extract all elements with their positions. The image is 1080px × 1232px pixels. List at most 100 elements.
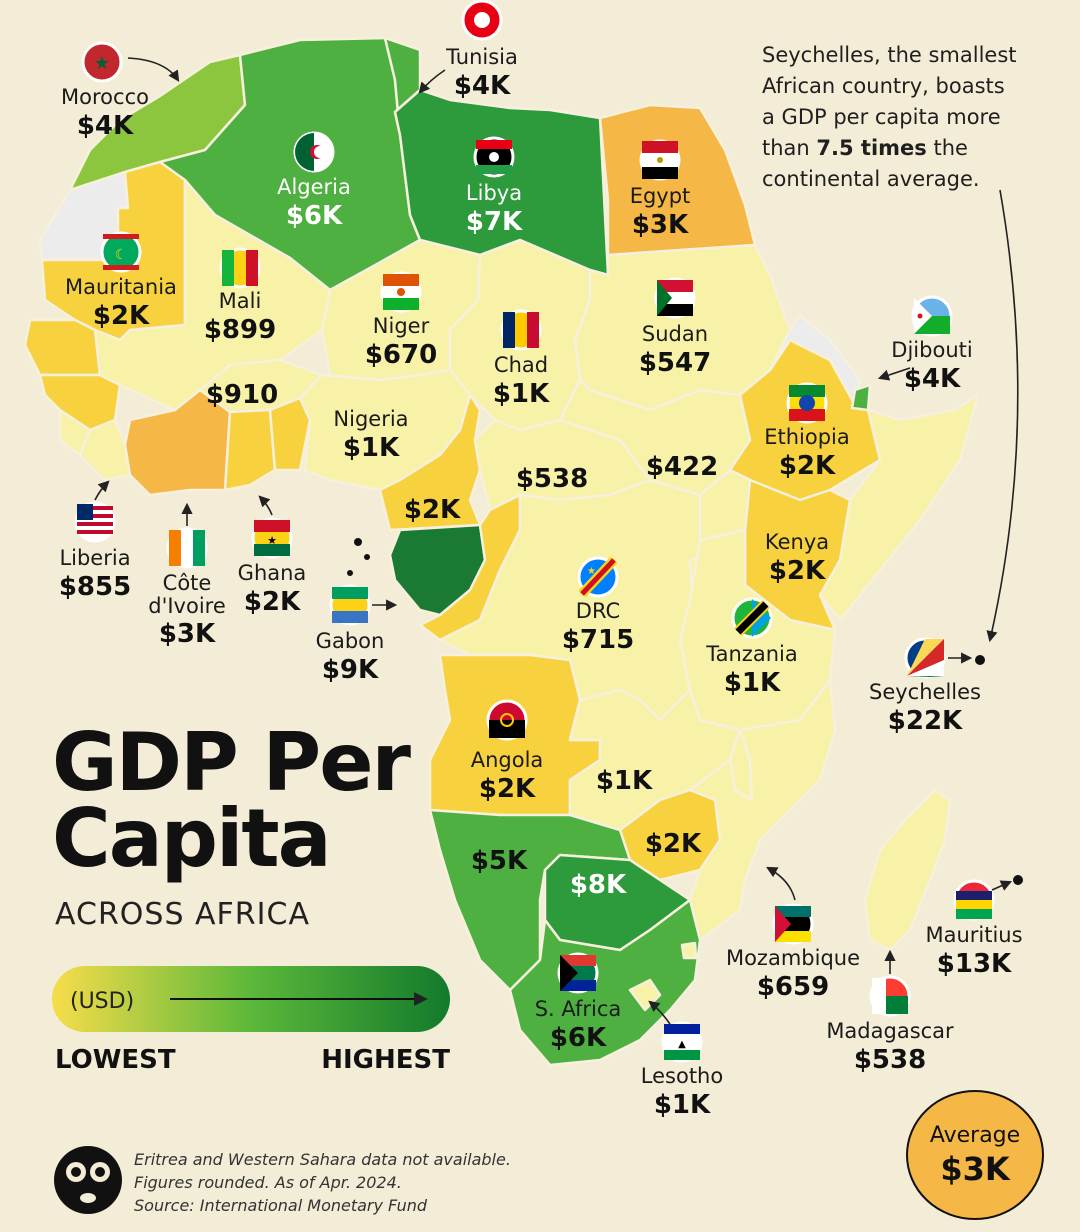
island-cape-verde-1 bbox=[354, 538, 362, 546]
label-egypt-value: $3K bbox=[632, 210, 689, 240]
djibouti-flag-icon bbox=[911, 295, 953, 337]
egypt-flag-icon bbox=[639, 139, 681, 181]
label-south-sudan-value: $422 bbox=[646, 452, 718, 482]
label-cote-divoire-name-2: d'Ivoire bbox=[148, 594, 226, 618]
arrow-liberia bbox=[94, 480, 110, 501]
label-nigeria-value: $1K bbox=[343, 433, 400, 463]
label-angola-name: Angola bbox=[471, 748, 544, 772]
ghana-flag-icon: ★ bbox=[251, 517, 293, 559]
label-burkina-value: $910 bbox=[206, 380, 278, 410]
country-senegal bbox=[23, 318, 102, 377]
gabon-flag-icon bbox=[329, 584, 371, 626]
svg-text:★: ★ bbox=[587, 566, 596, 577]
lesotho-flag-icon: ▲ bbox=[661, 1021, 703, 1063]
country-ghana bbox=[223, 408, 277, 492]
label-djibouti-value: $4K bbox=[904, 364, 961, 394]
country-eswatini bbox=[680, 941, 698, 960]
average-badge: Average $3K bbox=[906, 1090, 1044, 1220]
average-label: Average bbox=[930, 1123, 1020, 1148]
label-south-africa-name: S. Africa bbox=[535, 997, 622, 1021]
country-cameroon bbox=[378, 393, 482, 532]
label-cameroon-value: $2K bbox=[404, 495, 461, 525]
svg-text:★: ★ bbox=[267, 534, 277, 547]
label-seychelles-value: $22K bbox=[888, 706, 963, 736]
morocco-flag-icon: ★ bbox=[81, 41, 123, 83]
south-africa-flag-icon bbox=[557, 952, 599, 994]
arrow-seychelles-note bbox=[986, 189, 1019, 643]
label-ethiopia-name: Ethiopia bbox=[764, 425, 850, 449]
svg-text:▲: ▲ bbox=[678, 1039, 686, 1050]
title-subtitle: ACROSS AFRICA bbox=[55, 897, 310, 932]
publisher-logo-icon bbox=[54, 1146, 122, 1214]
label-angola-value: $2K bbox=[479, 774, 536, 804]
label-lesotho-value: $1K bbox=[654, 1090, 711, 1120]
mozambique-flag-icon bbox=[772, 903, 814, 945]
label-egypt-name: Egypt bbox=[630, 184, 691, 208]
liberia-flag-icon bbox=[74, 501, 116, 543]
label-libya-value: $7K bbox=[466, 207, 523, 237]
seychelles-note: Seychelles, the smallest African country… bbox=[762, 43, 1017, 191]
flags: ★ ☾ ★ ★ ▲ bbox=[74, 0, 995, 1063]
label-botswana-value: $8K bbox=[570, 870, 627, 900]
country-labels: Morocco $4K Tunisia $4K Algeria $6K Liby… bbox=[59, 45, 1023, 1120]
footer-line-1: Eritrea and Western Sahara data not avai… bbox=[134, 1150, 511, 1169]
sudan-flag-icon bbox=[654, 277, 696, 319]
label-tanzania-name: Tanzania bbox=[705, 642, 797, 666]
pointer-arrows bbox=[94, 57, 1019, 1025]
label-mali-value: $899 bbox=[204, 315, 276, 345]
label-mali-name: Mali bbox=[219, 289, 262, 313]
label-chad-value: $1K bbox=[493, 379, 550, 409]
mauritania-flag-icon: ☾ bbox=[100, 231, 142, 273]
arrow-ghana bbox=[258, 495, 273, 516]
mauritius-flag-icon bbox=[953, 879, 995, 921]
label-seychelles-name: Seychelles bbox=[869, 680, 981, 704]
legend-high: HIGHEST bbox=[321, 1045, 450, 1075]
footer-line-3: Source: International Monetary Fund bbox=[134, 1196, 428, 1215]
note-line-4-pre: than bbox=[762, 136, 816, 160]
label-lesotho-name: Lesotho bbox=[641, 1064, 723, 1088]
tunisia-flag-icon bbox=[461, 0, 503, 41]
svg-text:★: ★ bbox=[94, 53, 110, 74]
label-tunisia-name: Tunisia bbox=[445, 45, 518, 69]
label-south-africa-value: $6K bbox=[550, 1023, 607, 1053]
label-liberia-value: $855 bbox=[59, 572, 131, 602]
country-seychelles-dot bbox=[975, 655, 985, 665]
country-togo-benin bbox=[268, 396, 312, 472]
country-mauritius-dot bbox=[1013, 875, 1023, 885]
libya-flag-icon bbox=[473, 136, 515, 178]
label-cote-divoire-value: $3K bbox=[159, 619, 216, 649]
algeria-flag-icon bbox=[293, 131, 335, 173]
ethiopia-flag-icon bbox=[786, 382, 828, 424]
country-eritrea bbox=[768, 313, 862, 407]
note-line-2: African country, boasts bbox=[762, 74, 1005, 98]
note-line-4-bold: 7.5 times bbox=[816, 136, 926, 160]
title-line-1: GDP Per bbox=[52, 716, 411, 809]
note-line-1: Seychelles, the smallest bbox=[762, 43, 1017, 67]
arrow-djibouti bbox=[877, 367, 911, 381]
label-madagascar-name: Madagascar bbox=[826, 1019, 954, 1043]
label-mozambique-name: Mozambique bbox=[726, 946, 860, 970]
label-car-value: $538 bbox=[516, 464, 588, 494]
legend-low: LOWEST bbox=[55, 1045, 176, 1075]
label-morocco-value: $4K bbox=[77, 111, 134, 141]
madagascar-flag-icon bbox=[869, 975, 911, 1017]
label-niger-value: $670 bbox=[365, 340, 437, 370]
drc-flag-icon: ★ bbox=[577, 556, 619, 598]
arrow-mozambique bbox=[766, 866, 796, 901]
label-gabon-value: $9K bbox=[322, 655, 379, 685]
legend-unit: (USD) bbox=[70, 989, 134, 1014]
label-tunisia-value: $4K bbox=[454, 71, 511, 101]
label-cote-divoire-name-1: Côte bbox=[163, 571, 212, 595]
label-madagascar-value: $538 bbox=[854, 1045, 926, 1075]
label-mauritania-name: Mauritania bbox=[65, 275, 177, 299]
label-drc-value: $715 bbox=[562, 625, 634, 655]
footer-line-2: Figures rounded. As of Apr. 2024. bbox=[134, 1173, 402, 1192]
note-line-4: than 7.5 times the bbox=[762, 136, 968, 160]
arrow-mauritius bbox=[991, 880, 1013, 891]
country-cote-divoire bbox=[123, 388, 232, 497]
label-chad-name: Chad bbox=[494, 353, 548, 377]
africa-map bbox=[23, 36, 1023, 1067]
label-zimbabwe-value: $2K bbox=[645, 829, 702, 859]
note-line-5: continental average. bbox=[762, 167, 980, 191]
